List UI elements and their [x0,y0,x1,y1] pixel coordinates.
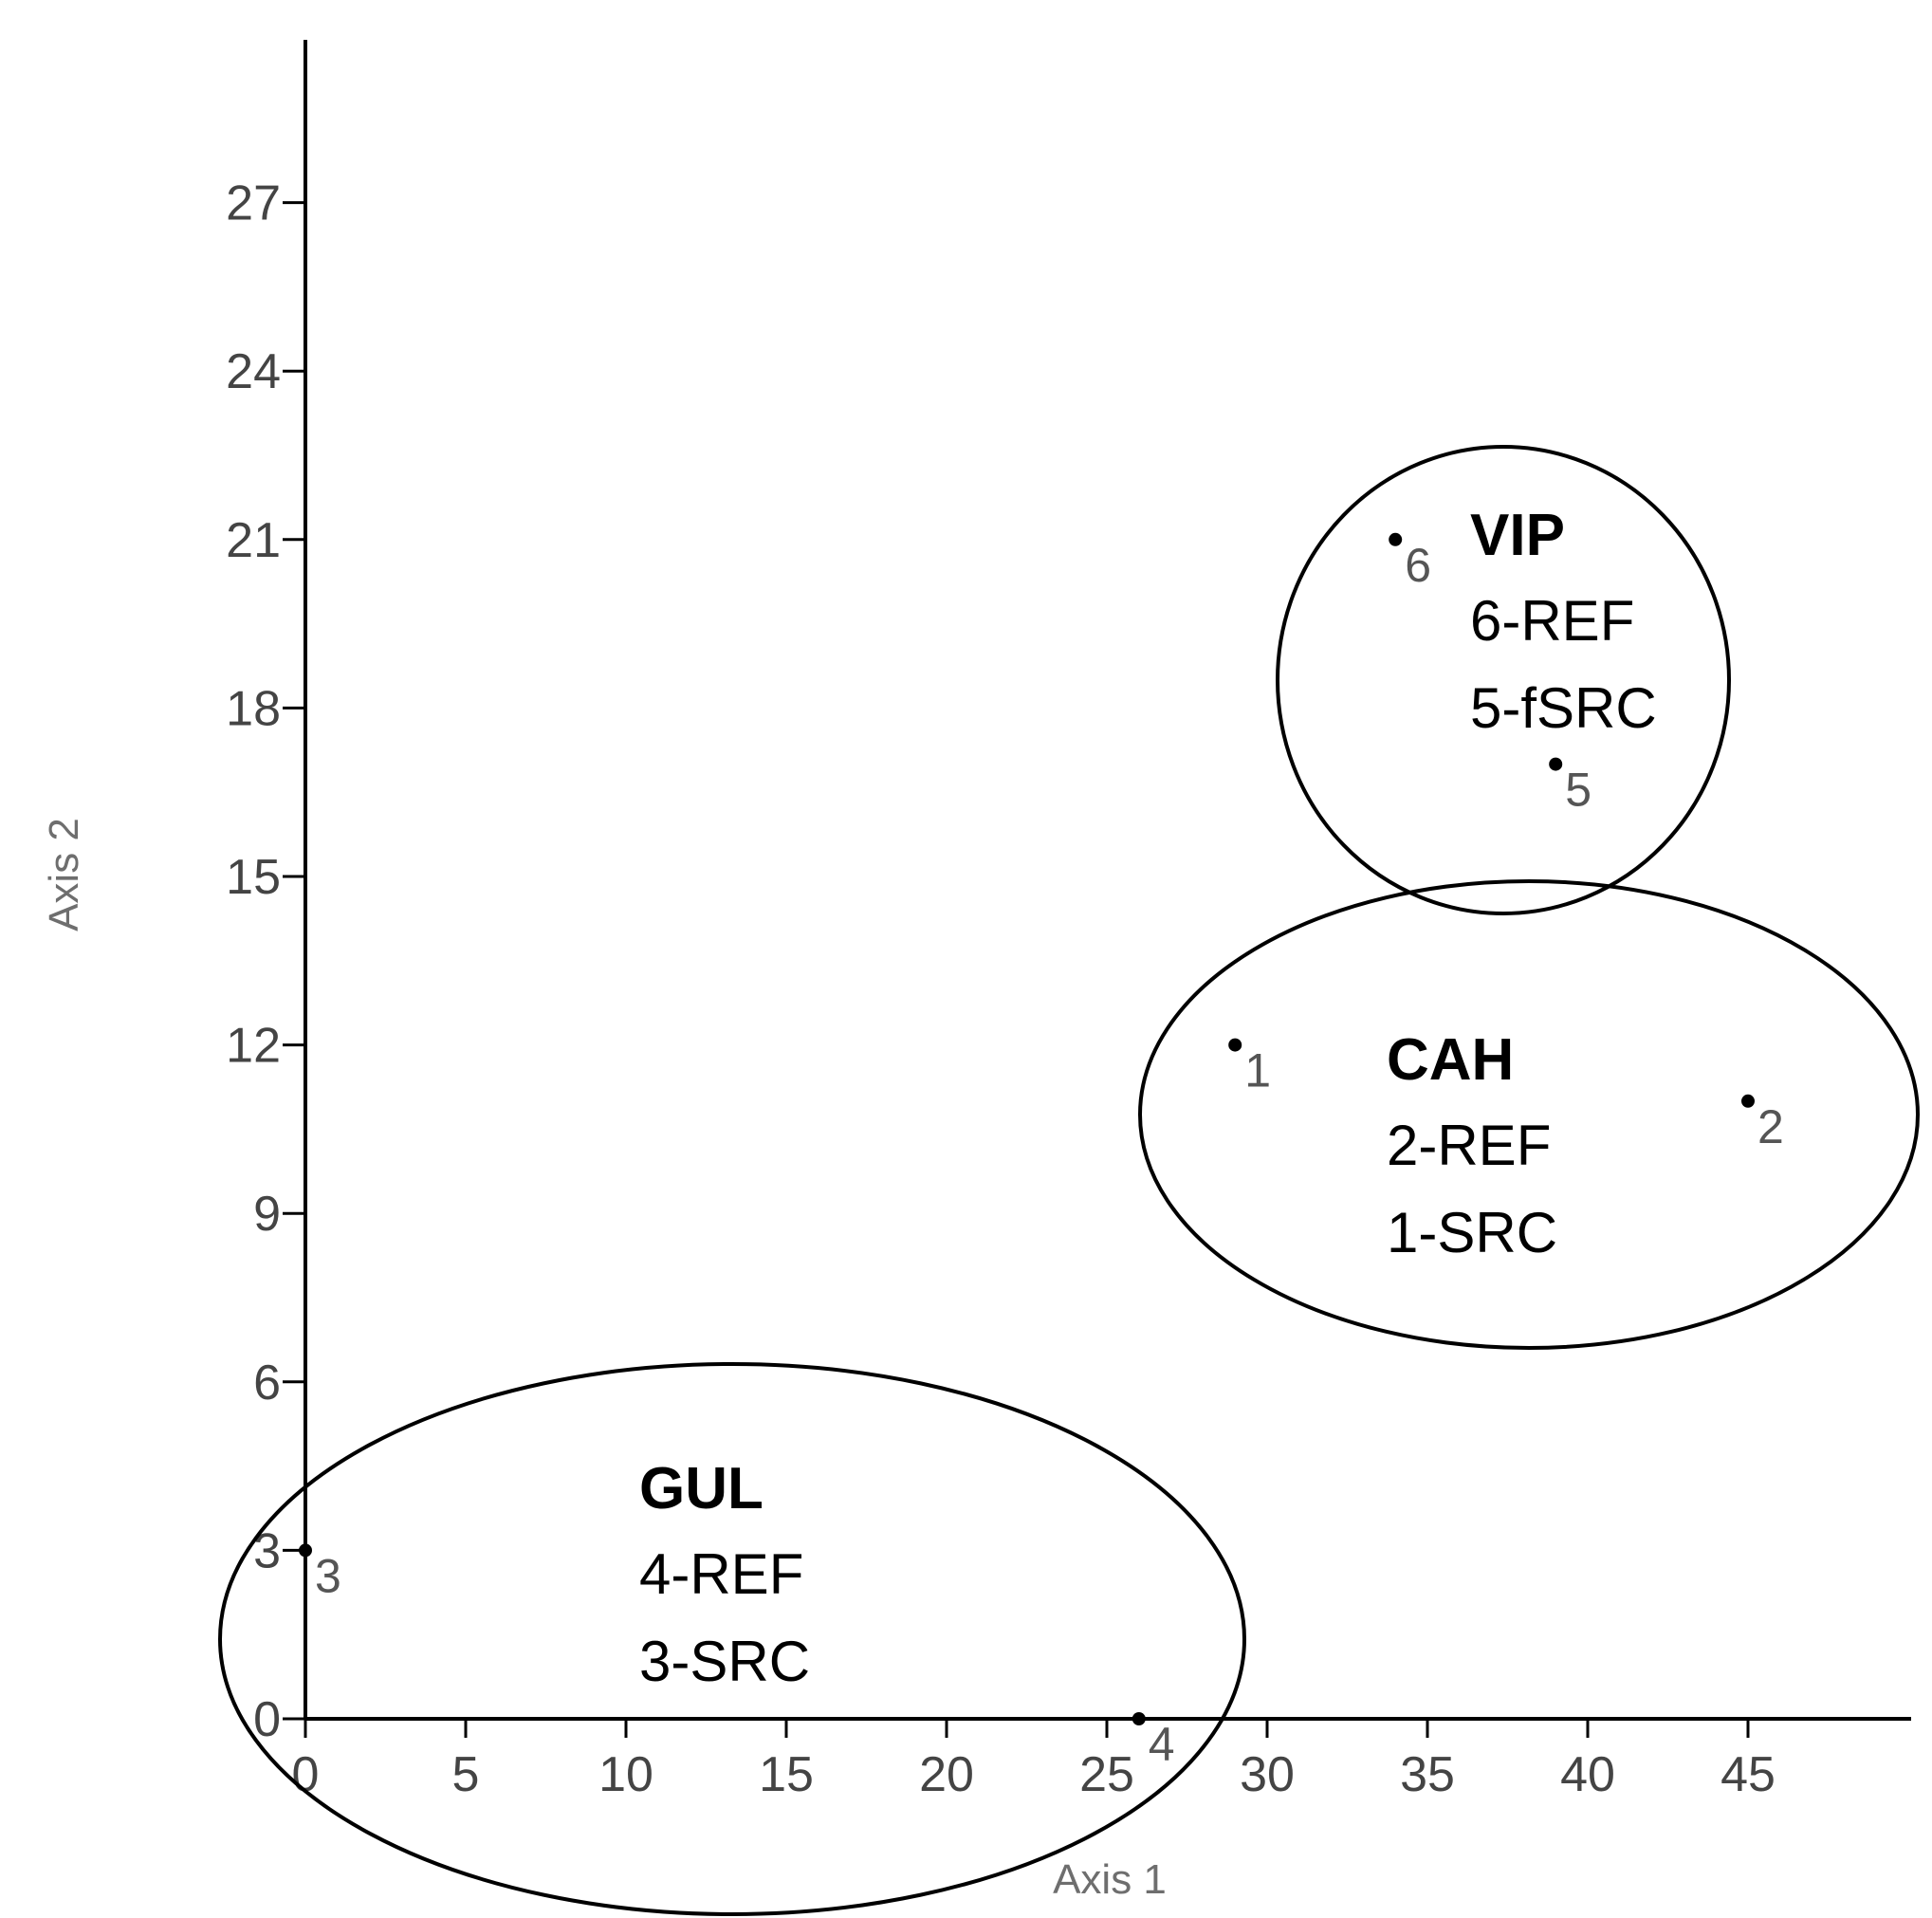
y-tick-label: 24 [226,344,281,399]
data-point [1228,1038,1242,1052]
y-tick-label: 27 [226,176,281,231]
y-ticks: 0 3 6 9 12 15 18 21 24 27 [226,176,305,1747]
x-tick-label: 10 [598,1747,653,1802]
cluster-member-label: 5-fSRC [1470,676,1657,740]
data-points: 1 2 3 4 5 6 [299,532,1784,1771]
cluster-ellipse-gul [218,1362,1246,1916]
data-point [1741,1094,1755,1108]
x-tick-label: 0 [292,1747,320,1802]
cluster-title-gul: GUL [639,1456,764,1521]
y-tick-label: 0 [253,1692,281,1747]
data-point-label: 6 [1405,539,1431,592]
data-point [299,1543,312,1558]
y-axis-title: Axis 2 [41,818,87,931]
cluster-member-label: 4-REF [639,1542,803,1606]
cluster-member-label: 1-SRC [1387,1201,1557,1264]
cluster-title-vip: VIP [1470,503,1565,568]
cluster-member-label: 6-REF [1470,589,1634,653]
y-tick-label: 9 [253,1187,281,1242]
x-tick-label: 35 [1400,1747,1455,1802]
y-tick-label: 6 [253,1356,281,1411]
x-tick-label: 15 [759,1747,814,1802]
x-tick-label: 5 [452,1747,480,1802]
cluster-ellipse-vip [1276,445,1731,915]
x-tick-label: 40 [1560,1747,1615,1802]
cluster-ellipses [218,445,1920,1916]
data-point-label: 3 [315,1549,341,1602]
cluster-title-cah: CAH [1387,1027,1514,1093]
axes [304,40,1911,1721]
cluster-member-label: 3-SRC [639,1630,810,1693]
data-point [1389,532,1403,546]
cluster-member-label: 2-REF [1387,1114,1551,1177]
cluster-labels: VIP 6-REF 5-fSRC CAH 2-REF 1-SRC GUL 4-REF 3-SRC [639,503,1657,1693]
data-point-label: 4 [1149,1718,1175,1771]
x-ticks: 0 5 10 15 20 25 30 35 40 45 [292,1719,1776,1802]
y-tick-label: 21 [226,513,281,568]
data-point-label: 1 [1244,1044,1271,1097]
data-point-label: 2 [1757,1100,1784,1153]
x-tick-label: 45 [1720,1747,1776,1802]
y-tick-label: 15 [226,850,281,905]
x-tick-label: 25 [1079,1747,1134,1802]
y-tick-label: 12 [226,1019,281,1074]
data-point [1549,757,1563,771]
y-tick-label: 18 [226,681,281,736]
x-tick-label: 20 [919,1747,974,1802]
data-point [1132,1712,1146,1725]
data-point-label: 5 [1565,764,1592,817]
cluster-ellipse-cah [1138,879,1920,1350]
x-axis-title: Axis 1 [1053,1856,1167,1903]
y-tick-label: 3 [253,1523,281,1578]
x-tick-label: 30 [1240,1747,1295,1802]
